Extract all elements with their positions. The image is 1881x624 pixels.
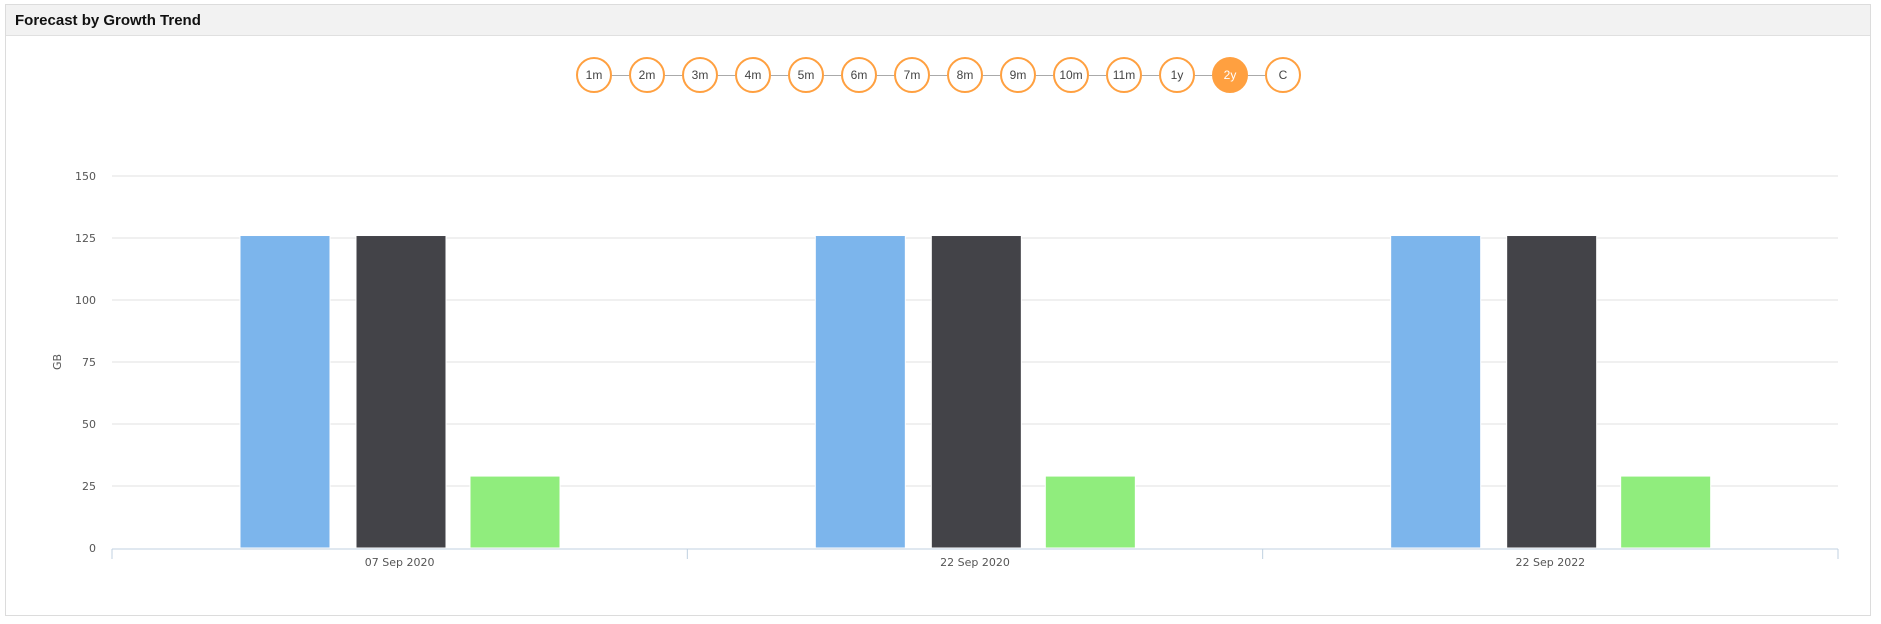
range-option-5m[interactable]: 5m	[788, 57, 824, 93]
range-connector	[771, 75, 788, 76]
panel-header: Forecast by Growth Trend	[6, 5, 1870, 36]
panel-title: Forecast by Growth Trend	[15, 12, 201, 29]
y-tick-label: 75	[82, 356, 96, 369]
range-option-9m[interactable]: 9m	[1000, 57, 1036, 93]
y-tick-label: 50	[82, 418, 96, 431]
y-tick-label: 125	[75, 232, 96, 245]
range-option-8m[interactable]: 8m	[947, 57, 983, 93]
range-connector	[930, 75, 947, 76]
range-option-1y[interactable]: 1y	[1159, 57, 1195, 93]
bar-series-3	[469, 475, 561, 549]
y-tick-label: 25	[82, 480, 96, 493]
forecast-panel: Forecast by Growth Trend	[5, 4, 1871, 616]
bar-series-2	[355, 235, 447, 549]
range-option-11m[interactable]: 11m	[1106, 57, 1142, 93]
bar-series-3	[1620, 475, 1712, 549]
range-option-4m[interactable]: 4m	[735, 57, 771, 93]
range-option-7m[interactable]: 7m	[894, 57, 930, 93]
range-connector	[877, 75, 894, 76]
range-option-3m[interactable]: 3m	[682, 57, 718, 93]
bar-series-2	[1506, 235, 1598, 549]
range-option-C[interactable]: C	[1265, 57, 1301, 93]
range-connector	[665, 75, 682, 76]
bar-series-1	[814, 235, 906, 549]
range-connector	[612, 75, 629, 76]
bar-series-2	[930, 235, 1022, 549]
range-selector: 1m 2m 3m 4m 5m 6m 7m 8m 9m 10m 11m 1y 2y C	[0, 56, 1881, 96]
range-option-2y[interactable]: 2y	[1212, 57, 1248, 93]
range-connector	[1036, 75, 1053, 76]
x-tick-label: 22 Sep 2022	[1515, 556, 1585, 569]
range-connector	[983, 75, 1000, 76]
bar-series-1	[1390, 235, 1482, 549]
range-connector	[1195, 75, 1212, 76]
x-tick-label: 22 Sep 2020	[940, 556, 1010, 569]
range-connector	[718, 75, 735, 76]
bar-series-3	[1044, 475, 1136, 549]
range-connector	[824, 75, 841, 76]
range-connector	[1142, 75, 1159, 76]
x-tick-label: 07 Sep 2020	[365, 556, 435, 569]
range-option-6m[interactable]: 6m	[841, 57, 877, 93]
range-option-2m[interactable]: 2m	[629, 57, 665, 93]
range-connector	[1089, 75, 1106, 76]
range-connector	[1248, 75, 1265, 76]
bar-series-1	[239, 235, 331, 549]
y-tick-label: 100	[75, 294, 96, 307]
range-option-1m[interactable]: 1m	[576, 57, 612, 93]
range-option-10m[interactable]: 10m	[1053, 57, 1089, 93]
y-tick-label: 0	[89, 542, 96, 555]
y-tick-label: 150	[75, 170, 96, 183]
y-axis-label: GB	[51, 354, 64, 370]
